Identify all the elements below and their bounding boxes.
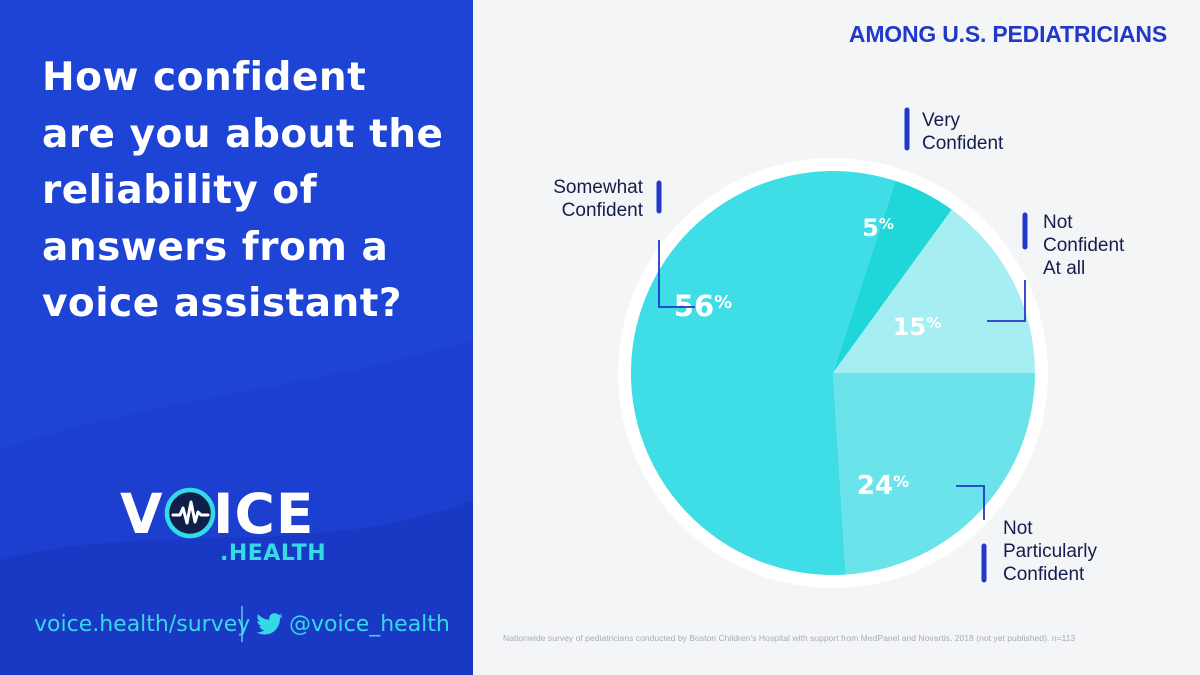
callout-label-somewhat: Somewhat Confident xyxy=(553,177,643,221)
callout-leader-not xyxy=(987,280,1026,322)
panel-background-waves xyxy=(0,0,473,675)
value-label-very: 5% xyxy=(862,214,894,242)
voice-health-logo: V ICE .HEALTH xyxy=(120,483,345,573)
callout-label-very: Very Confident xyxy=(922,110,1004,154)
pie-slice-notpart xyxy=(833,373,1035,575)
callout-label-notpart: Not Particularly Confident xyxy=(1003,518,1097,585)
callout-label-not: Not Confident At all xyxy=(1043,212,1125,279)
footer-divider xyxy=(241,606,243,642)
value-label-not: 15% xyxy=(893,313,941,341)
pie-chart: 5% Very Confident 15% Not Confident At all 24% N… xyxy=(553,107,1125,588)
twitter-handle-link[interactable]: @voice_health xyxy=(289,612,450,637)
chart-subtitle: AMONG U.S. PEDIATRICIANS xyxy=(848,21,1167,47)
logo-soundwave-icon xyxy=(164,487,216,539)
pie-slice-very xyxy=(833,180,952,373)
left-panel: How confident are you about the reliabil… xyxy=(0,0,473,675)
pie-slice-not xyxy=(833,209,1035,373)
value-label-notpart: 24% xyxy=(857,471,909,501)
value-label-somewhat: 56% xyxy=(674,289,732,323)
survey-url-link[interactable]: voice.health/survey xyxy=(34,612,251,637)
logo-letters-ice: ICE xyxy=(213,482,315,546)
logo-health-suffix: .HEALTH xyxy=(220,541,327,566)
question-heading: How confident are you about the reliabil… xyxy=(42,55,444,326)
survey-footnote: Nationwide survey of pediatricians condu… xyxy=(503,633,1076,643)
callout-leader-somewhat xyxy=(658,240,695,308)
pie-slice-somewhat xyxy=(630,171,896,576)
twitter-bird-icon xyxy=(256,613,283,635)
logo-letter-v: V xyxy=(120,482,164,546)
callout-leader-notpart xyxy=(956,485,985,520)
